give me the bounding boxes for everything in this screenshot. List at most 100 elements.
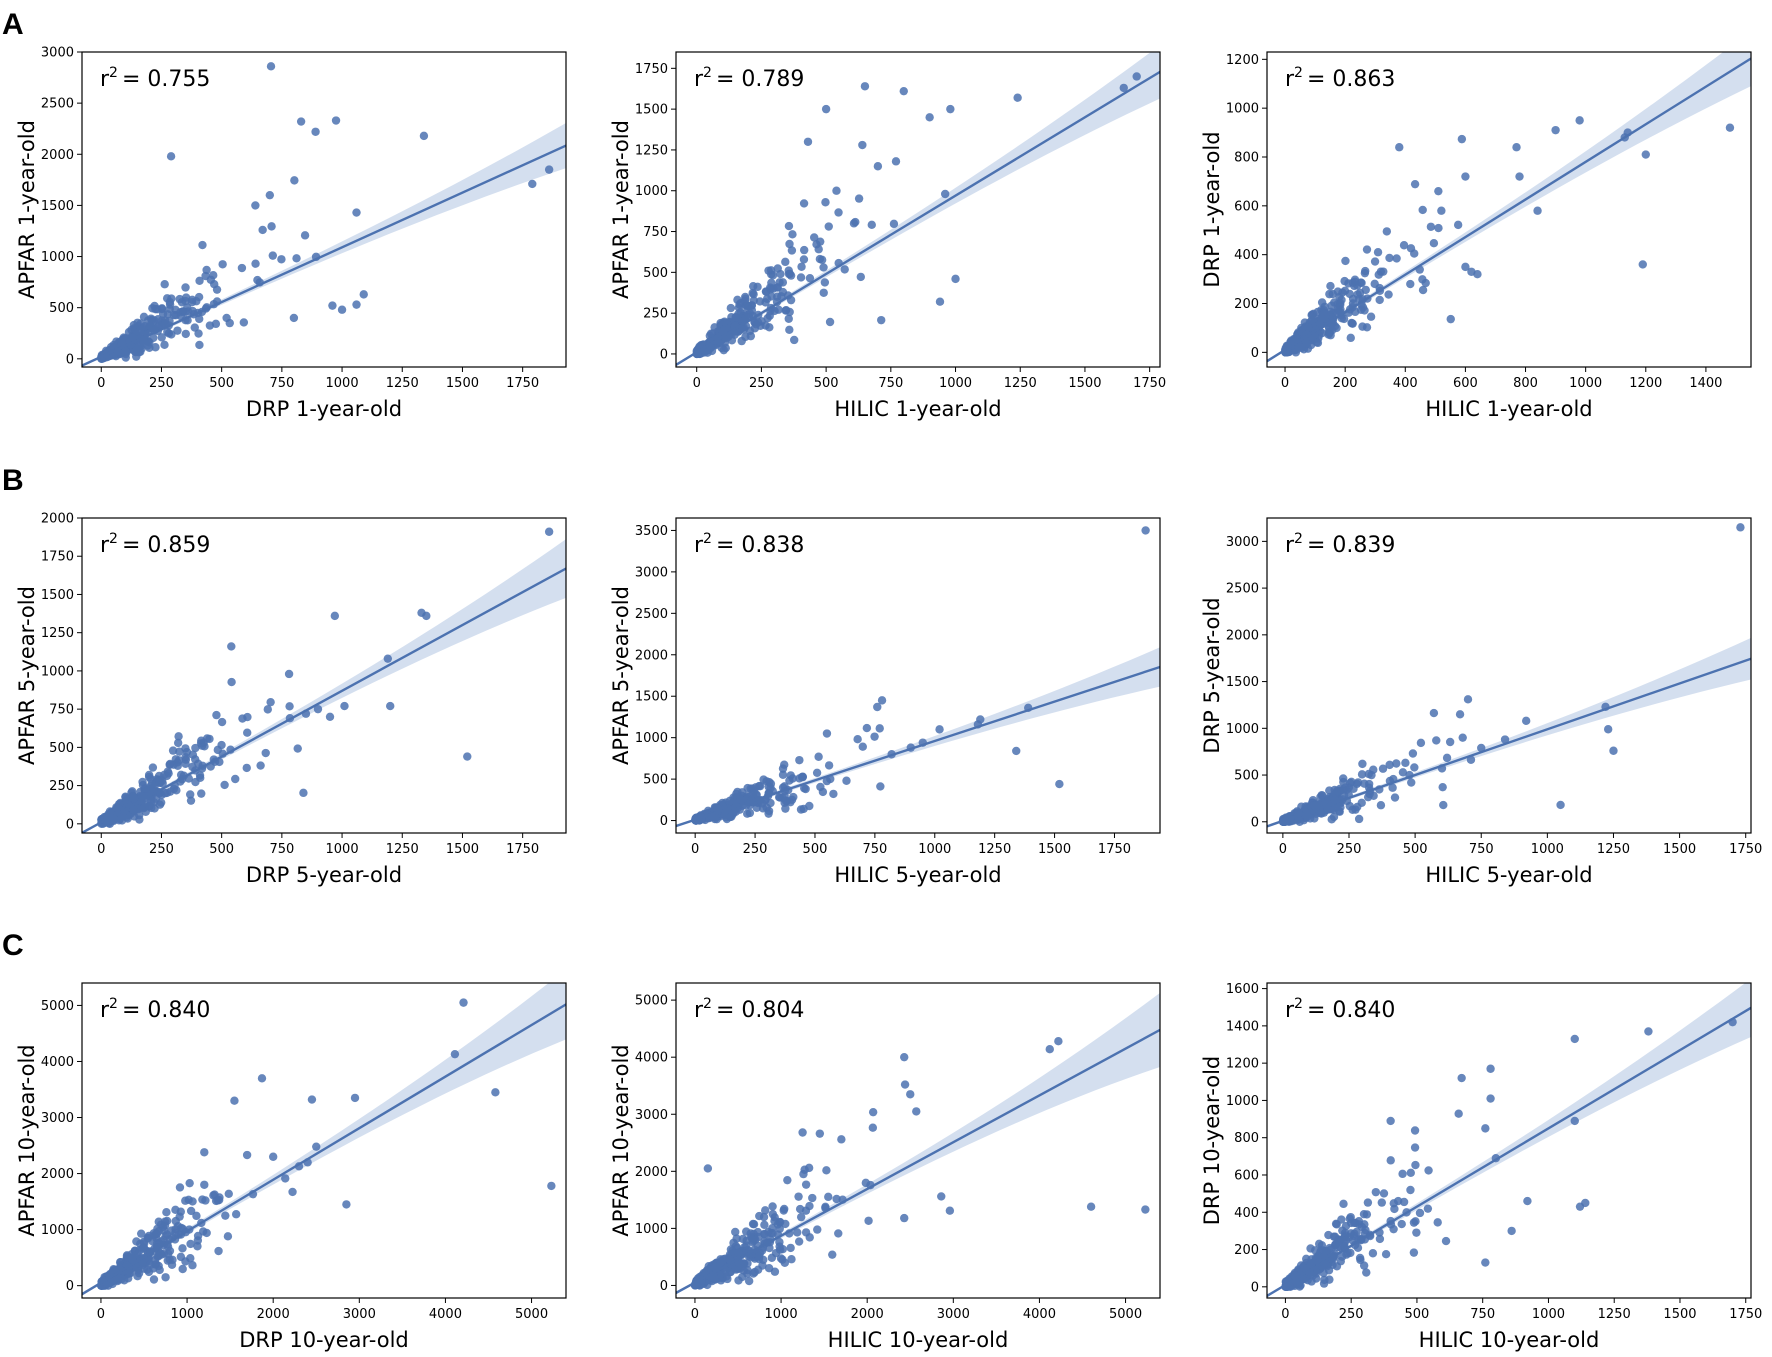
- data-point: [946, 104, 955, 114]
- data-point: [1401, 758, 1410, 768]
- data-point: [873, 702, 882, 712]
- x-tick-label: 1250: [1004, 376, 1037, 391]
- x-tick-label: 1500: [446, 842, 479, 857]
- data-point: [1345, 801, 1354, 811]
- data-point: [307, 1095, 317, 1104]
- x-tick-label: 600: [1453, 376, 1478, 391]
- data-point: [1423, 1204, 1433, 1213]
- data-point: [1320, 302, 1329, 311]
- y-tick-label: 2000: [635, 1165, 668, 1180]
- data-points: [97, 527, 554, 829]
- data-point: [1407, 778, 1416, 787]
- data-point: [729, 1238, 738, 1248]
- data-point: [720, 317, 729, 326]
- data-point: [755, 1252, 764, 1261]
- plot-area: [676, 992, 1160, 1295]
- data-point: [766, 266, 776, 275]
- data-point: [1461, 172, 1470, 181]
- data-point: [181, 744, 190, 753]
- x-tick-label: 250: [1337, 842, 1362, 857]
- data-point: [1408, 749, 1418, 758]
- data-point: [799, 1169, 808, 1179]
- data-point: [311, 127, 320, 136]
- data-point: [155, 777, 164, 787]
- r2-prefix: r: [1285, 533, 1295, 558]
- data-point: [875, 724, 884, 733]
- data-point: [737, 336, 746, 346]
- data-point: [130, 812, 139, 821]
- data-point: [1399, 1197, 1409, 1207]
- data-point: [459, 998, 468, 1007]
- data-point: [175, 1183, 185, 1192]
- y-tick-label: 2500: [635, 607, 668, 622]
- plot-frame: [81, 51, 567, 368]
- data-point: [738, 1234, 748, 1244]
- y-tick-label: 750: [643, 225, 668, 240]
- y-tick-label: 2000: [1226, 628, 1259, 643]
- x-tick-label: 750: [878, 376, 903, 391]
- data-point: [854, 194, 864, 203]
- data-point: [858, 742, 867, 751]
- data-point: [1334, 306, 1343, 315]
- data-point: [1411, 1160, 1420, 1170]
- data-point: [265, 190, 275, 200]
- r-squared-annotation: r2 = 0.863: [1285, 65, 1395, 92]
- data-point: [1326, 281, 1335, 291]
- data-point: [277, 255, 286, 264]
- data-point: [202, 734, 212, 743]
- data-point: [243, 728, 252, 737]
- data-point: [331, 116, 341, 125]
- data-point: [383, 654, 393, 663]
- data-point: [1375, 1234, 1385, 1244]
- data-point: [776, 269, 785, 279]
- data-point: [940, 189, 950, 199]
- data-point: [200, 742, 209, 751]
- r2-value: = 0.838: [716, 533, 804, 558]
- data-point: [1406, 279, 1415, 289]
- data-point: [1376, 801, 1386, 810]
- data-point: [1379, 267, 1388, 276]
- data-point: [300, 231, 310, 240]
- y-axis-label: APFAR 10-year-old: [609, 1044, 633, 1236]
- data-point: [217, 740, 226, 750]
- r2-prefix: r: [694, 533, 704, 558]
- data-point: [193, 1231, 203, 1241]
- data-point: [1392, 759, 1401, 768]
- data-point: [292, 254, 301, 263]
- y-tick-label: 750: [49, 703, 74, 718]
- r2-prefix: r: [100, 67, 110, 92]
- y-axis-label: APFAR 10-year-old: [15, 1044, 39, 1236]
- data-point: [222, 313, 231, 323]
- data-point: [227, 677, 236, 687]
- data-point: [935, 725, 944, 734]
- r-squared-annotation: r2 = 0.755: [100, 65, 210, 92]
- y-tick-label: 0: [660, 814, 668, 829]
- data-point: [779, 1206, 788, 1215]
- data-point: [767, 1253, 777, 1263]
- data-point: [155, 1265, 164, 1275]
- scatter-panels: 0 250 500 750 1000 1250 1500 175005001000150020…: [15, 46, 1762, 1353]
- data-point: [755, 1211, 764, 1221]
- data-point: [749, 290, 758, 299]
- data-point: [1500, 735, 1510, 744]
- plot-area: [1267, 523, 1751, 828]
- data-point: [825, 317, 835, 327]
- data-point: [544, 165, 554, 174]
- data-point: [144, 772, 154, 782]
- data-point: [783, 1175, 792, 1185]
- data-point: [257, 1074, 267, 1083]
- y-tick-label: 2000: [41, 1167, 74, 1182]
- data-point: [157, 1237, 166, 1246]
- data-point: [750, 1267, 759, 1277]
- data-point: [1463, 695, 1473, 704]
- data-point: [256, 761, 265, 770]
- x-axis-label: HILIC 5-year-old: [1425, 863, 1592, 887]
- x-tick-label: 1200: [1629, 376, 1662, 391]
- data-point: [261, 748, 270, 758]
- plot-frame: [1266, 51, 1752, 368]
- y-tick-label: 0: [660, 1279, 668, 1294]
- data-point: [706, 329, 716, 338]
- data-point: [1320, 1275, 1329, 1285]
- data-point: [1371, 1187, 1381, 1197]
